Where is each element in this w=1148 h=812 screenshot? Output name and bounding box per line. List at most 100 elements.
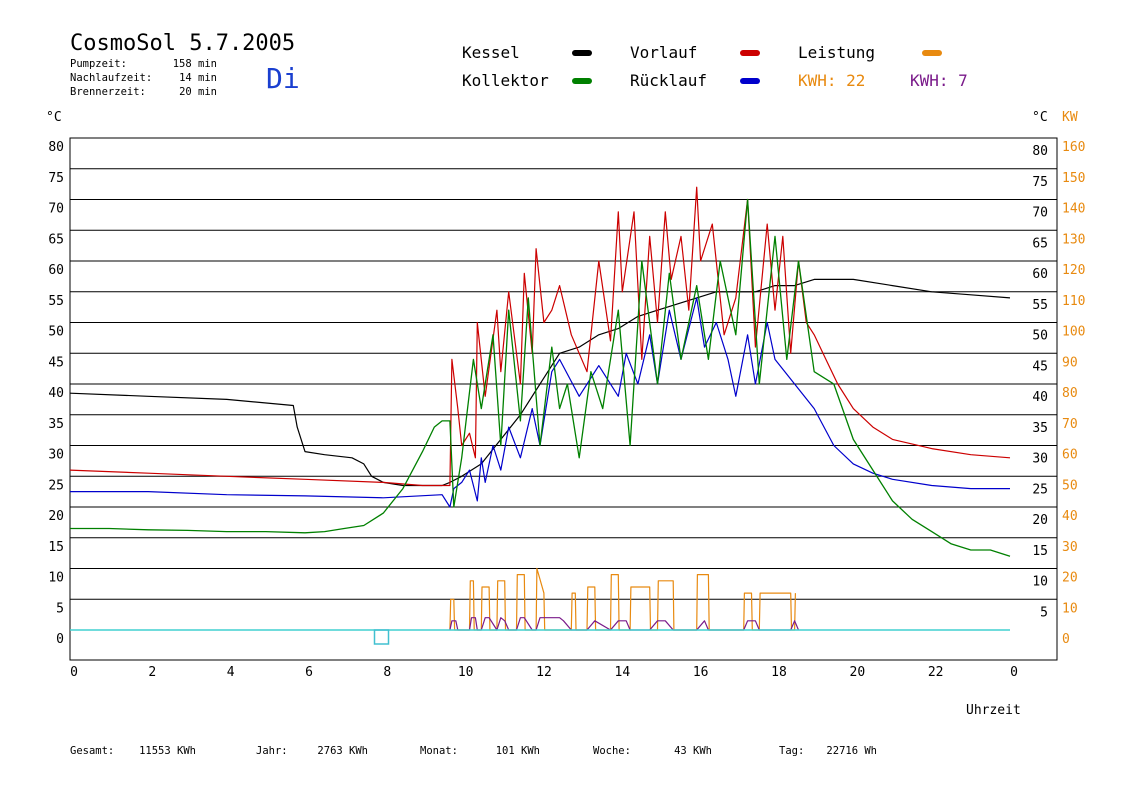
legend-vorlauf-swatch [740,50,760,56]
y-tick-label-right: 60 [1032,267,1048,282]
info-label: Brennerzeit: [70,86,146,98]
y-tick-label-kw: 140 [1062,202,1085,217]
legend-vorlauf: Vorlauf [630,43,697,62]
y-tick-label-right: 30 [1032,452,1048,467]
y-tick-label-right: 55 [1032,298,1048,313]
y-tick-label-kw: 0 [1062,632,1070,647]
y-tick-label-right: 20 [1032,513,1048,528]
x-tick-label: 16 [693,665,709,680]
y-tick-label-left: 55 [48,294,64,309]
x-tick-label: 4 [227,665,235,680]
series-kwh2 [449,617,800,631]
legend-ruecklauf-swatch [740,78,760,84]
runtime-info: Pumpzeit: 158 min Nachlaufzeit: 14 min Brenn… [70,58,217,98]
y-tick-label-kw: 50 [1062,478,1078,493]
y-tick-label-right: 75 [1032,175,1048,190]
legend-kwh-1: KWH: 22 [798,71,865,90]
y-tick-label-left: 10 [48,571,64,586]
y-tick-label-left: 80 [48,140,64,155]
legend-leistung-swatch [922,50,942,56]
legend-kessel-swatch [572,50,592,56]
y-tick-label-kw: 160 [1062,140,1085,155]
y-tick-label-left: 50 [48,325,64,340]
y-tick-label-right: 5 [1040,605,1048,620]
y-tick-label-left: 45 [48,355,64,370]
footer-value: 43 KWh [674,745,712,757]
y-tick-label-kw: 60 [1062,448,1078,463]
y-tick-label-kw: 40 [1062,509,1078,524]
y-tick-label-left: 20 [48,509,64,524]
y-tick-label-right: 50 [1032,329,1048,344]
info-value: 20 min [179,86,217,98]
footer-label: Gesamt: [70,745,114,757]
legend-kessel: Kessel [462,43,520,62]
x-tick-label: 6 [305,665,313,680]
y-tick-label-kw: 70 [1062,417,1078,432]
y-tick-label-left: 40 [48,386,64,401]
chart-title: CosmoSol 5.7.2005 [70,31,295,56]
series-lines [69,186,1011,631]
x-tick-label: 0 [70,665,78,680]
series-kollektor [70,198,1011,557]
y-tick-label-kw: 20 [1062,571,1078,586]
y-tick-label-right: 10 [1032,575,1048,590]
y-tick-label-kw: 110 [1062,294,1085,309]
x-tick-label: 22 [928,665,944,680]
x-tick-label: 12 [536,665,552,680]
footer-value: 22716 Wh [826,745,877,757]
y-tick-label-left: 30 [48,448,64,463]
x-tick-label: 2 [148,665,156,680]
x-tick-label: 10 [458,665,474,680]
y-tick-label-kw: 120 [1062,263,1085,278]
y-unit-right-kw: KW [1062,110,1078,125]
x-tick-label: 8 [383,665,391,680]
y-tick-label-left: 25 [48,478,64,493]
legend-leistung: Leistung [798,43,875,62]
y-tick-label-kw: 130 [1062,232,1085,247]
y-tick-label-left: 75 [48,171,64,186]
x-tick-label: 0 [1010,665,1018,680]
footer-label: Woche: [593,745,631,757]
x-axis-label: Uhrzeit [966,703,1021,718]
y-tick-label-left: 60 [48,263,64,278]
footer-value: 11553 KWh [139,745,196,757]
series-kessel [69,278,1011,487]
footer-label: Tag: [779,745,804,757]
x-tick-labels: 0 2 4 6 8 10 12 14 16 18 20 22 0 [70,665,1018,680]
y-tick-labels-right-kw: 0 10 20 30 40 50 60 70 80 90 100 110 120 130 140 150 160 [1062,140,1085,647]
y-tick-label-kw: 90 [1062,355,1078,370]
y-tick-label-left: 70 [48,202,64,217]
legend-kollektor: Kollektor [462,71,549,90]
legend-kollektor-swatch [572,78,592,84]
footer-value: 2763 KWh [317,745,368,757]
info-label: Nachlaufzeit: [70,72,152,84]
y-tick-label-right: 65 [1032,236,1048,251]
y-tick-label-kw: 150 [1062,171,1085,186]
y-tick-label-kw: 80 [1062,386,1078,401]
y-tick-label-left: 15 [48,540,64,555]
y-tick-label-left: 65 [48,232,64,247]
y-tick-label-right: 40 [1032,390,1048,405]
info-label: Pumpzeit: [70,58,127,70]
energy-footer: Gesamt: 11553 KWh Jahr: 2763 KWh Monat: 101 K… [70,745,877,757]
y-tick-label-right: 25 [1032,482,1048,497]
x-tick-label: 20 [850,665,866,680]
x-tick-label: 14 [615,665,631,680]
series-ruecklauf [70,297,1010,508]
time-marker[interactable] [373,629,390,645]
y-tick-label-right: 35 [1032,421,1048,436]
grid-lines [70,137,1057,600]
footer-label: Jahr: [256,745,288,757]
y-tick-labels-left: 0 5 10 15 20 25 30 35 40 45 50 55 60 65 70 75 80 [48,140,64,647]
legend-ruecklauf: Rücklauf [630,71,707,90]
y-unit-right-c: °C [1032,110,1048,125]
y-tick-label-right: 45 [1032,359,1048,374]
info-value: 14 min [179,72,217,84]
y-tick-label-right: 70 [1032,206,1048,221]
y-tick-label-left: 5 [56,601,64,616]
legend: Kessel Kollektor Vorlauf Rücklauf Leistu… [462,43,968,90]
legend-kwh-2: KWH: 7 [910,71,968,90]
y-tick-label-kw: 100 [1062,325,1085,340]
y-tick-label-kw: 30 [1062,540,1078,555]
